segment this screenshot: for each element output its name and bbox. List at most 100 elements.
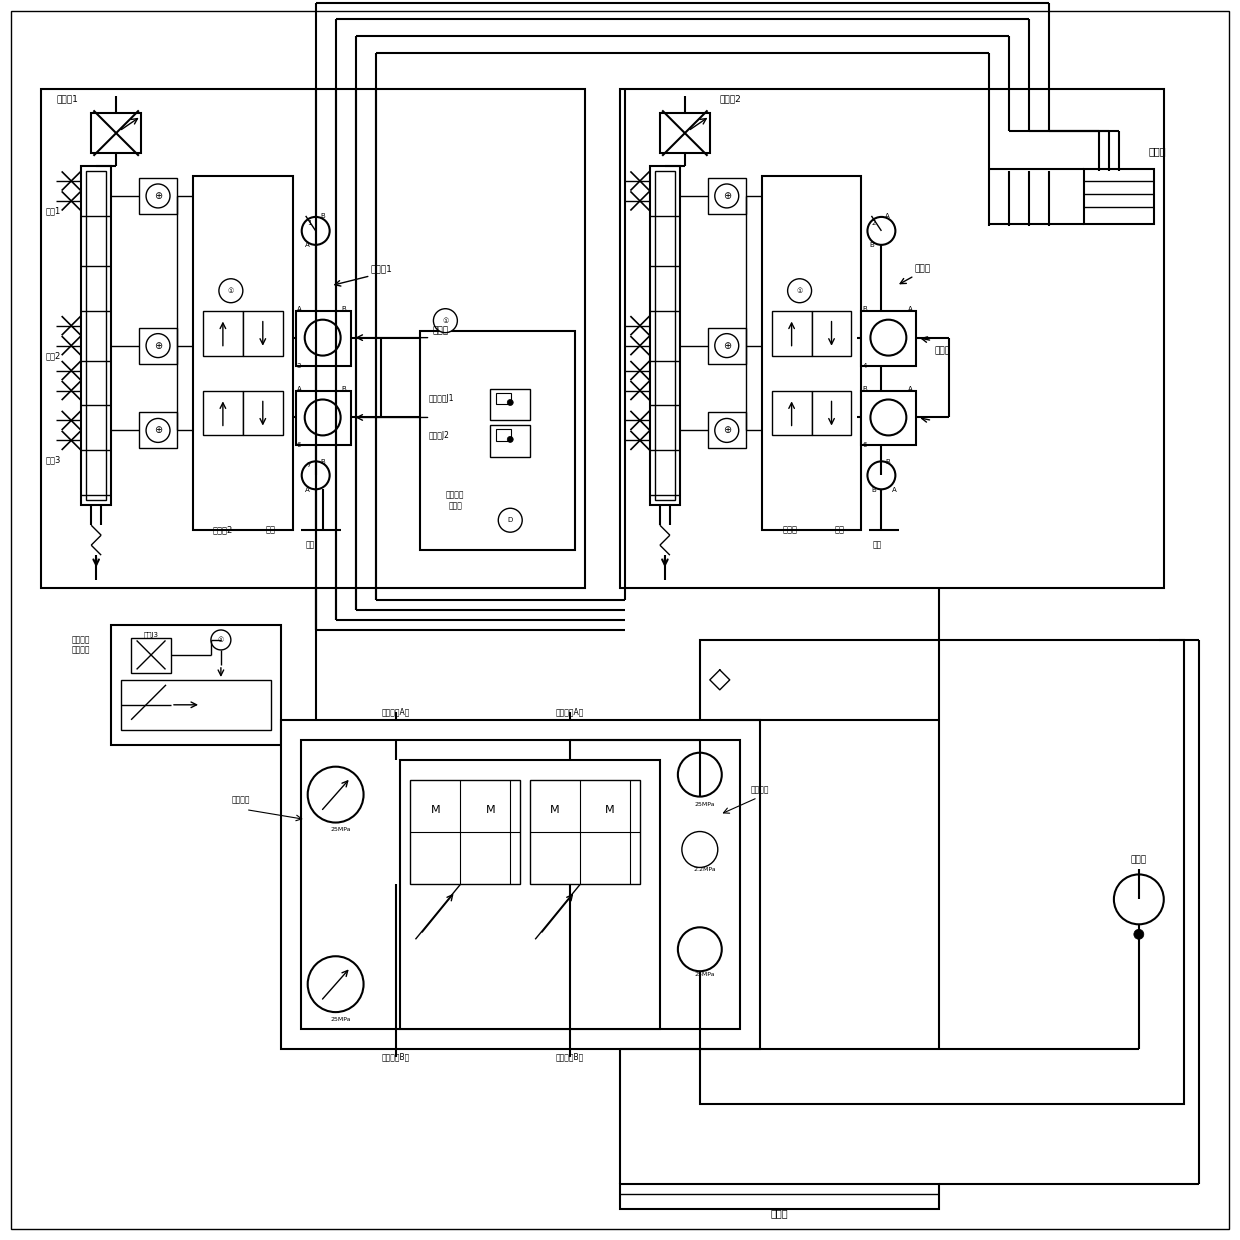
Bar	[139, 327, 177, 363]
Text: B: B	[342, 386, 347, 392]
Bar	[708, 327, 745, 363]
Bar	[301, 740, 740, 1029]
Text: 7: 7	[306, 463, 311, 469]
Text: 液动阀: 液动阀	[782, 526, 797, 534]
Text: 位置2: 位置2	[46, 351, 61, 360]
Text: 左变量泵B口: 左变量泵B口	[382, 1053, 409, 1061]
Text: 位置3: 位置3	[46, 456, 61, 465]
Text: M: M	[551, 805, 560, 815]
Text: 卸荷阀J2: 卸荷阀J2	[429, 432, 449, 440]
Text: 2: 2	[872, 219, 875, 226]
Bar	[496, 393, 511, 404]
Circle shape	[146, 418, 170, 443]
Text: ⊕: ⊕	[723, 341, 730, 351]
Bar	[87, 171, 107, 500]
Bar	[295, 311, 351, 366]
Text: 前进: 前进	[265, 526, 275, 534]
Text: A: A	[885, 213, 890, 219]
Circle shape	[868, 461, 895, 490]
Bar	[420, 331, 575, 551]
Text: 控制压力
传感器: 控制压力 传感器	[446, 491, 465, 510]
Bar	[862, 391, 916, 445]
Bar	[771, 391, 811, 435]
Bar	[620, 1184, 939, 1209]
Text: D: D	[507, 517, 513, 523]
Circle shape	[1133, 929, 1143, 939]
Bar	[131, 637, 171, 673]
Text: 3: 3	[296, 362, 301, 368]
Bar	[243, 391, 283, 435]
Bar	[862, 311, 916, 366]
Text: 回油箱: 回油箱	[771, 1209, 789, 1219]
Circle shape	[682, 832, 718, 868]
Circle shape	[308, 956, 363, 1012]
Text: 4: 4	[862, 362, 867, 368]
Text: ⊕: ⊕	[723, 191, 730, 201]
Circle shape	[678, 928, 722, 971]
Bar	[92, 113, 141, 153]
Bar	[531, 780, 640, 884]
Bar	[496, 429, 511, 441]
Text: ①: ①	[228, 288, 234, 294]
Text: B: B	[863, 386, 867, 392]
Bar	[708, 179, 745, 215]
Bar	[655, 171, 675, 500]
Bar	[401, 760, 660, 1029]
Text: A: A	[305, 487, 310, 494]
Text: 补充源: 补充源	[1131, 854, 1147, 864]
Text: 25MPa: 25MPa	[694, 802, 715, 807]
Text: 分流器1: 分流器1	[56, 94, 78, 104]
Text: 前进: 前进	[835, 526, 844, 534]
Circle shape	[678, 753, 722, 796]
Bar	[41, 89, 585, 588]
Text: 前进: 前进	[873, 541, 882, 549]
Bar	[811, 311, 852, 356]
Circle shape	[211, 630, 231, 650]
Text: 行走压力
传感器占: 行走压力 传感器占	[72, 635, 91, 655]
Text: 液动阀1: 液动阀1	[371, 264, 392, 273]
Text: 25MPa: 25MPa	[330, 827, 351, 832]
Text: A: A	[908, 386, 913, 392]
Text: B: B	[885, 459, 890, 465]
Text: B: B	[870, 487, 875, 494]
Bar	[410, 780, 521, 884]
Text: A: A	[892, 487, 897, 494]
Circle shape	[305, 320, 341, 356]
Text: A: A	[908, 306, 913, 311]
Text: 液动阀2: 液动阀2	[213, 526, 233, 534]
Text: B: B	[320, 213, 325, 219]
Circle shape	[146, 184, 170, 208]
Text: 2.2MPa: 2.2MPa	[693, 867, 717, 872]
Circle shape	[1114, 874, 1164, 924]
Bar	[243, 311, 283, 356]
Bar	[490, 425, 531, 458]
Bar	[1084, 169, 1153, 224]
Text: 1: 1	[308, 219, 312, 226]
Circle shape	[870, 320, 906, 356]
Text: ①: ①	[796, 288, 802, 294]
Circle shape	[219, 279, 243, 303]
Circle shape	[507, 436, 513, 443]
Bar	[490, 388, 531, 420]
Circle shape	[507, 399, 513, 405]
Text: 6: 6	[862, 443, 867, 449]
Circle shape	[301, 461, 330, 490]
Text: 6: 6	[296, 443, 301, 449]
Circle shape	[498, 508, 522, 532]
Circle shape	[868, 217, 895, 244]
Circle shape	[714, 334, 739, 357]
Text: ①: ①	[443, 317, 449, 324]
Circle shape	[434, 309, 458, 332]
Bar	[122, 680, 270, 730]
Text: 装装阀: 装装阀	[934, 346, 950, 355]
Bar	[203, 311, 243, 356]
Circle shape	[305, 399, 341, 435]
Text: A: A	[296, 306, 301, 311]
Bar	[139, 413, 177, 449]
Text: 左变量泵: 左变量泵	[232, 795, 250, 804]
Text: M: M	[430, 805, 440, 815]
Circle shape	[301, 217, 330, 244]
Bar	[203, 391, 243, 435]
Circle shape	[787, 279, 811, 303]
Circle shape	[870, 399, 906, 435]
